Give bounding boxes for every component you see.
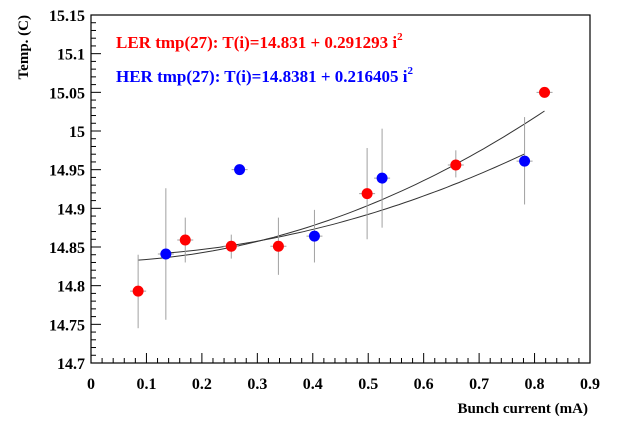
x-tick-label: 0.1 (136, 376, 156, 393)
y-tick-label: 15.1 (57, 47, 85, 64)
x-tick-label: 0.6 (414, 376, 434, 393)
x-tick-label: 0 (87, 376, 95, 393)
fit-curve-ler (138, 110, 545, 261)
data-point-ler (361, 188, 373, 200)
data-point-her (519, 155, 531, 167)
x-tick-label: 0.9 (580, 376, 600, 393)
plot-frame (90, 14, 591, 364)
y-axis-title: Temp. (C) (16, 15, 32, 79)
y-tick-label: 14.75 (49, 317, 85, 334)
y-tick-label: 14.9 (57, 201, 85, 218)
y-tick-label: 15 (69, 124, 85, 141)
data-point-ler (179, 234, 191, 246)
x-tick-label: 0.2 (192, 376, 212, 393)
x-axis-title: Bunch current (mA) (457, 401, 588, 417)
data-point-ler (132, 285, 144, 297)
data-point-her (160, 248, 172, 260)
data-point-ler (539, 86, 551, 98)
ler-fit-label: LER tmp(27): T(i)=14.831 + 0.291293 i2 (116, 31, 403, 52)
x-tick-label: 0.8 (525, 376, 545, 393)
x-tick-label: 0.7 (469, 376, 489, 393)
y-tick-label: 14.85 (49, 240, 85, 257)
data-point-her (234, 164, 246, 176)
data-point-her (376, 172, 388, 184)
y-tick-label: 14.7 (57, 356, 85, 373)
x-tick-label: 0.5 (358, 376, 378, 393)
x-tick-label: 0.3 (247, 376, 267, 393)
y-tick-label: 14.95 (49, 163, 85, 180)
y-tick-label: 15.05 (49, 85, 85, 102)
y-tick-label: 15.15 (49, 8, 85, 25)
data-points (132, 86, 551, 297)
data-point-ler (450, 159, 462, 171)
her-fit-label: HER tmp(27): T(i)=14.8381 + 0.216405 i2 (116, 65, 414, 86)
y-tick-label: 14.8 (57, 279, 85, 296)
data-point-her (308, 230, 320, 242)
x-tick-label: 0.4 (303, 376, 323, 393)
data-point-ler (272, 240, 284, 252)
data-point-ler (225, 240, 237, 252)
axis-ticks: 0 0.1 0.2 0.3 0.4 0.5 0.6 0.7 0.8 0.9 14.7 14.75 14.… (49, 8, 600, 393)
